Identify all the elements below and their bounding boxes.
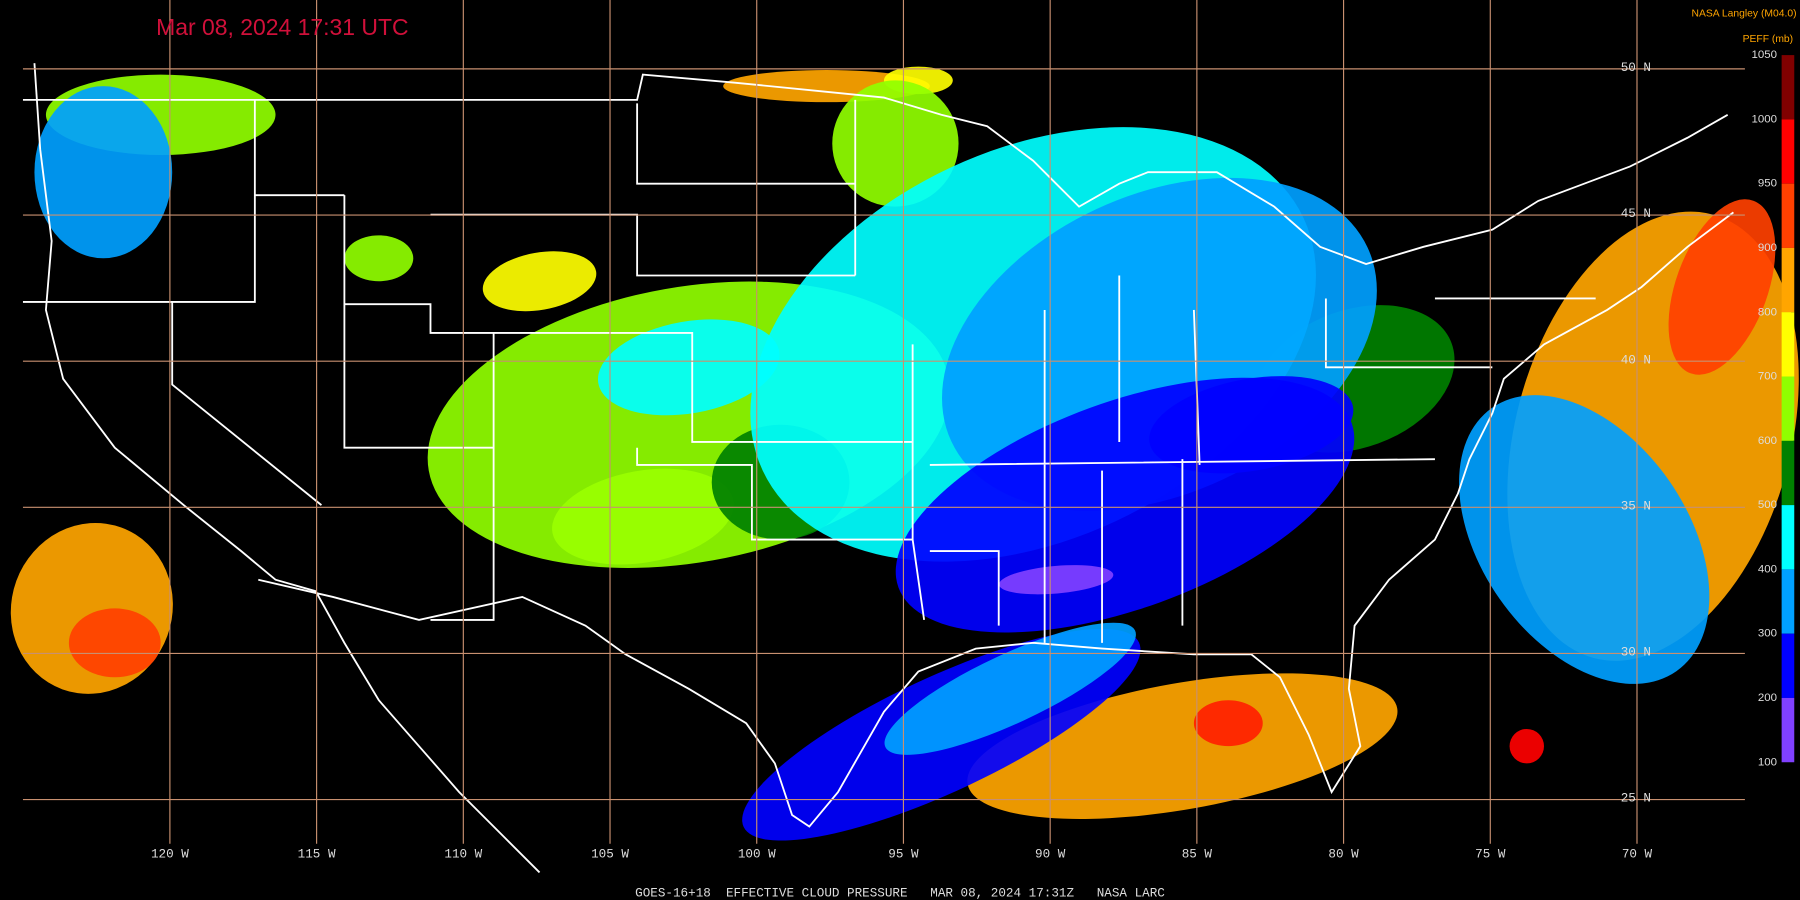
- colorbar-segment: [1781, 55, 1795, 120]
- colorbar-segment: [1781, 505, 1795, 570]
- colorbar-segment: [1781, 440, 1795, 506]
- longitude-label: 90 W: [1035, 846, 1066, 861]
- cloud: [597, 319, 780, 416]
- border-canada: [22, 73, 1729, 265]
- map-title: Mar 08, 2024 17:31 UTC: [156, 14, 408, 40]
- longitude-label: 110 W: [444, 846, 482, 861]
- footer: GOES-16+18 EFFECTIVE CLOUD PRESSURE MAR …: [635, 885, 1165, 900]
- colorbar-label: 1000: [1752, 113, 1778, 125]
- colorbar-label: 300: [1758, 628, 1777, 640]
- longitude-label: 105 W: [591, 846, 629, 861]
- colorbar-segment: [1781, 569, 1795, 634]
- cloud: [1193, 700, 1263, 747]
- colorbar-label: 1050: [1752, 49, 1778, 61]
- longitude-label: 95 W: [888, 846, 919, 861]
- colorbar-segment: [1781, 376, 1795, 441]
- cloud: [34, 86, 173, 259]
- cloud: [884, 622, 1136, 755]
- cloud: [998, 565, 1114, 595]
- graticule: 120 W 115 W 110 W 105 W 100 W 95 W 90 W 85 W 80 …: [22, 0, 1745, 861]
- latitude-label: 40 N: [1621, 352, 1651, 367]
- latitude-label: 50 N: [1621, 60, 1651, 75]
- cloud: [1459, 395, 1710, 684]
- colorbar-label: 950: [1758, 178, 1777, 190]
- colorbar-label: 800: [1758, 306, 1777, 318]
- longitude-label: 75 W: [1475, 846, 1506, 861]
- coastline: [33, 63, 1734, 874]
- longitude-label: 100 W: [738, 846, 776, 861]
- longitude-label: 80 W: [1328, 846, 1359, 861]
- colorbar-segment: [1781, 697, 1795, 763]
- colorbar-label: 600: [1758, 435, 1777, 447]
- colorbar-label: 400: [1758, 563, 1777, 575]
- longitude-label: 70 W: [1622, 846, 1653, 861]
- credit: NASA Langley (M04.0): [1691, 9, 1796, 20]
- cloud: [1668, 199, 1776, 375]
- longitude-label: 85 W: [1182, 846, 1213, 861]
- colorbar-label: 100: [1758, 756, 1777, 768]
- colorbar-segment: [1781, 633, 1795, 698]
- cloud: [1509, 728, 1545, 764]
- latitude-label: 35 N: [1621, 498, 1651, 513]
- latitude-label: 30 N: [1621, 645, 1651, 660]
- cloud: [344, 235, 414, 282]
- colorbar-label: 200: [1758, 692, 1777, 704]
- cloud: [832, 80, 959, 207]
- state-lines: [22, 99, 1596, 643]
- colorbar-segment: [1781, 183, 1795, 248]
- colorbar-segment: [1781, 312, 1795, 377]
- cloud: [1149, 376, 1354, 474]
- colorbar-segment: [1781, 247, 1795, 313]
- colorbar-label: 500: [1758, 499, 1777, 511]
- cloud: [482, 251, 597, 312]
- colorbar-label: 700: [1758, 371, 1777, 383]
- longitude-label: 120 W: [151, 846, 189, 861]
- colorbar-label: 900: [1758, 242, 1777, 254]
- latitude-label: 45 N: [1621, 206, 1651, 221]
- cloud: [68, 608, 161, 678]
- longitude-label: 115 W: [298, 846, 336, 861]
- latitude-label: 25 N: [1621, 791, 1651, 806]
- boundaries: [22, 63, 1734, 874]
- colorbar-segment: [1781, 119, 1795, 184]
- legend-title: PEFF (mb): [1743, 34, 1794, 45]
- colorbar: 1050 1000 950 900 800 700 600 500 400 300 200 100: [1752, 49, 1795, 768]
